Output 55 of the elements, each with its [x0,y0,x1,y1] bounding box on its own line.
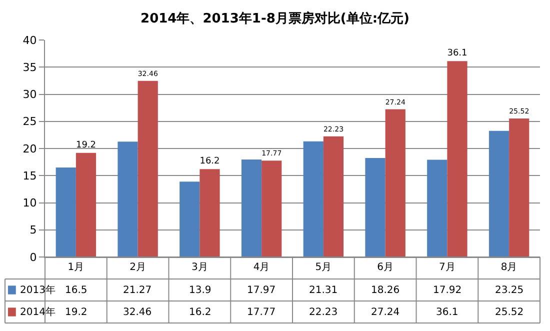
x-tick-label: 1月 [68,262,84,273]
bar [180,182,200,257]
bar [200,169,220,257]
legend-label: 2014年 [20,306,56,318]
x-tick-label: 5月 [315,262,332,273]
data-label: 17.92 [433,285,462,296]
y-tick-label: 30 [22,88,37,102]
legend-label: 2013年 [20,284,56,296]
y-tick-label: 40 [22,34,37,47]
data-label: 17.77 [247,307,276,318]
data-label: 36.1 [436,307,458,318]
x-tick-label: 3月 [192,262,208,273]
bar [303,141,324,257]
data-label: 18.26 [371,285,400,296]
bar [323,136,344,257]
y-tick-label: 10 [22,196,37,210]
x-tick-label: 8月 [500,262,518,273]
bar [76,152,96,257]
y-tick-label: 15 [22,169,37,182]
data-label: 16.2 [189,307,212,318]
y-tick-label: 35 [22,60,37,74]
text: 16.2 [200,156,220,167]
data-label: 23.25 [495,285,524,296]
data-label: 32.46 [123,307,152,318]
x-tick-label: 4月 [253,262,270,273]
data-label: 19.2 [65,307,88,318]
y-tick-label: 0 [30,250,37,264]
data-label: 27.24 [371,307,400,318]
chart-title: 2014年、2013年1-8月票房对比(单位:亿元) [140,10,410,27]
y-tick-label: 5 [30,224,37,237]
bar [447,61,468,257]
bar [241,160,262,257]
bar [488,130,510,257]
x-tick-label: 6月 [377,262,394,273]
bar [138,80,158,257]
text: 19.2 [76,140,96,150]
bar [262,160,282,257]
bar [509,118,530,257]
data-label: 21.27 [123,285,152,296]
bar [365,158,386,257]
y-tick-label: 25 [22,115,37,128]
x-tick-label: 2月 [130,262,146,273]
data-label: 21.31 [309,285,338,296]
bar [385,109,406,257]
data-label: 22.23 [309,307,338,318]
text: 36.1 [447,48,468,59]
data-label: 17.97 [247,285,276,296]
bar [427,160,448,257]
y-tick-label: 20 [22,142,37,156]
data-label: 16.5 [65,285,88,296]
x-tick-label: 7月 [439,262,456,273]
data-label: 13.9 [189,285,212,296]
bar [118,142,138,257]
bar [56,167,76,257]
data-label: 25.52 [495,307,524,318]
